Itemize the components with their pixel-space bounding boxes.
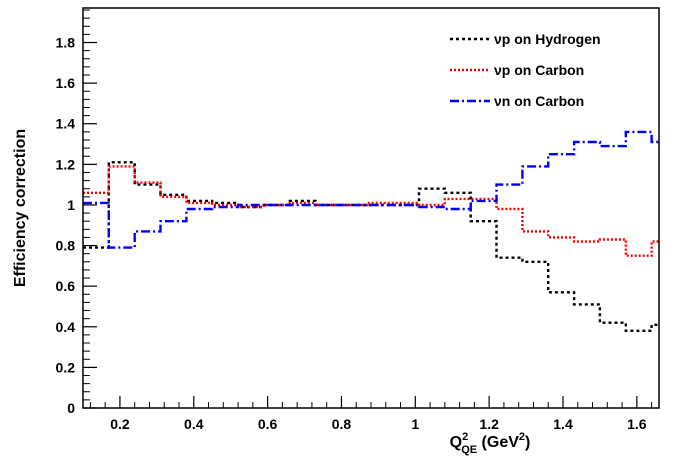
legend: νp on Hydrogen νp on Carbon νn on Carbon [450,31,601,109]
legend-label-2: νn on Carbon [494,93,584,109]
x-tick-label: 1 [411,416,419,432]
y-tick-label: 1 [67,197,75,213]
x-tick-label: 0.2 [110,416,130,432]
x-axis-label-units: (GeV [477,434,519,451]
x-tick-label: 0.8 [332,416,352,432]
x-tick-label: 1.6 [627,416,647,432]
tick-labels: 0 0.2 0.4 0.6 0.8 1 1.2 1.4 1.6 1.8 0.2 0.4 0.6 0.8 1 1… [56,35,647,432]
series-line-1 [83,165,659,257]
series-line-2 [83,130,659,249]
y-tick-label: 0.6 [56,278,76,294]
series-line-0 [83,161,659,332]
y-tick-label: 0.8 [56,238,76,254]
x-tick-label: 0.6 [258,416,278,432]
ticks-layer [83,9,653,409]
y-tick-label: 1.6 [56,75,76,91]
x-tick-label: 1.4 [553,416,573,432]
x-axis-label-units-sup: 2 [519,431,525,443]
y-tick-label: 0.2 [56,359,76,375]
x-axis-label-units-close: ) [525,434,530,451]
y-tick-label: 0.4 [56,319,76,335]
x-axis-label-sub: QE [461,444,477,456]
y-tick-label: 1.2 [56,156,76,172]
x-axis-label: Q2 QE (GeV2) [450,431,531,456]
legend-label-1: νp on Carbon [494,62,584,78]
y-tick-label: 1.8 [56,35,76,51]
y-tick-label: 0 [67,400,75,416]
legend-label-0: νp on Hydrogen [494,31,601,47]
y-tick-label: 1.4 [56,116,76,132]
series-layer [83,130,659,332]
x-tick-label: 1.2 [479,416,499,432]
x-tick-label: 0.4 [184,416,204,432]
y-axis-label: Efficiency correction [12,129,29,287]
x-axis-label-base: Q [450,434,462,451]
x-axis-label-sup: 2 [462,431,468,443]
